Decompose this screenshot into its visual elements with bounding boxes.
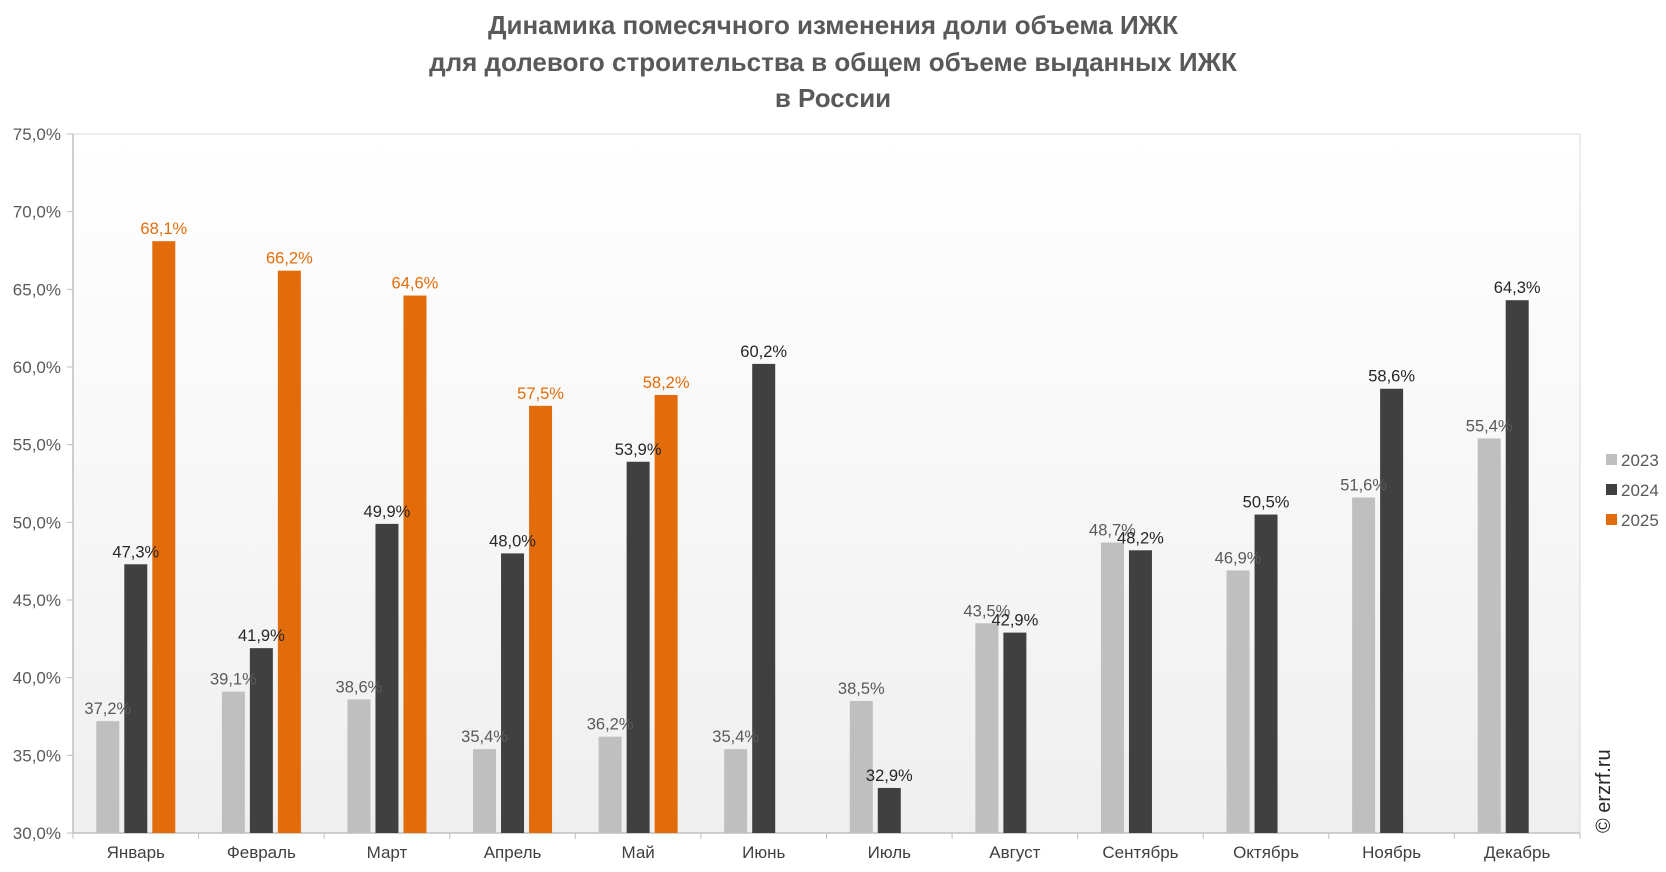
watermark: © erzrf.ru <box>1593 749 1615 833</box>
bar-2024 <box>877 787 901 833</box>
legend: 2023 2024 2025 <box>1606 451 1659 530</box>
bar-2023 <box>473 749 497 833</box>
bar-2023 <box>849 700 873 833</box>
data-label-2023: 35,4% <box>461 728 508 746</box>
y-tick-label: 35,0% <box>13 746 61 765</box>
data-label-2023: 51,6% <box>1340 476 1387 494</box>
bar-2023 <box>1100 542 1124 833</box>
data-label-2025: 68,1% <box>140 220 187 238</box>
legend-swatch-2023 <box>1606 454 1617 465</box>
y-tick-label: 75,0% <box>13 125 61 144</box>
x-tick-label: Февраль <box>227 843 296 862</box>
bar-2023 <box>1352 497 1376 833</box>
data-label-2025: 66,2% <box>266 250 313 268</box>
bar-2025 <box>403 295 427 834</box>
bar-2025 <box>152 241 176 833</box>
legend-label-2024: 2024 <box>1621 481 1659 500</box>
data-label-2023: 35,4% <box>712 728 759 746</box>
bar-2023 <box>347 699 371 833</box>
legend-swatch-2025 <box>1606 514 1617 525</box>
data-label-2023: 39,1% <box>210 671 257 689</box>
x-tick-label: Январь <box>107 843 165 862</box>
x-tick-label: Декабрь <box>1484 843 1550 862</box>
data-label-2024: 50,5% <box>1243 494 1290 512</box>
data-label-2024: 48,0% <box>489 532 536 550</box>
data-label-2025: 58,2% <box>643 374 690 392</box>
bar-2023 <box>724 749 748 833</box>
y-tick-label: 30,0% <box>13 824 61 843</box>
x-tick-label: Сентябрь <box>1102 843 1178 862</box>
data-label-2024: 53,9% <box>615 441 662 459</box>
x-axis: Январь Февраль Март Апрель Май Июнь Июль Август… <box>72 832 1581 862</box>
data-label-2023: 46,9% <box>1215 549 1262 567</box>
data-label-2024: 32,9% <box>866 767 913 785</box>
bar-2024 <box>1380 388 1404 833</box>
data-label-2024: 47,3% <box>112 543 159 561</box>
bar-2024 <box>375 523 399 833</box>
data-label-2024: 48,2% <box>1117 529 1164 547</box>
bar-2023 <box>1477 438 1501 833</box>
legend-label-2023: 2023 <box>1621 451 1659 470</box>
bar-2023 <box>96 721 120 833</box>
x-tick-label: Август <box>989 843 1040 862</box>
data-label-2024: 49,9% <box>364 503 411 521</box>
data-label-2025: 57,5% <box>517 385 564 403</box>
bar-2024 <box>501 553 525 833</box>
bar-2024 <box>1128 550 1152 833</box>
x-tick-label: Июнь <box>742 843 785 862</box>
data-label-2025: 64,6% <box>392 275 439 293</box>
chart-title-line-3: в России <box>775 83 891 113</box>
y-tick-label: 50,0% <box>13 513 61 532</box>
bar-2025 <box>529 405 553 833</box>
bars <box>96 241 1529 834</box>
chart-title-line-2: для долевого строительства в общем объем… <box>429 47 1237 77</box>
data-label-2024: 42,9% <box>991 612 1038 630</box>
data-label-2023: 48,7% <box>1089 522 1136 540</box>
data-label-2023: 37,2% <box>84 700 131 718</box>
bar-2024 <box>1254 514 1278 833</box>
bar-2024 <box>626 461 650 833</box>
data-label-2024: 64,3% <box>1494 279 1541 297</box>
x-tick-label: Март <box>367 843 408 862</box>
x-tick-label: Ноябрь <box>1362 843 1421 862</box>
data-label-2024: 41,9% <box>238 627 285 645</box>
x-tick-label: Октябрь <box>1233 843 1299 862</box>
x-tick-label: Май <box>621 843 654 862</box>
bar-2024 <box>1003 632 1027 833</box>
data-label-2023: 38,5% <box>838 680 885 698</box>
bar-2023 <box>1226 570 1250 833</box>
x-tick-label: Июль <box>868 843 912 862</box>
data-label-2024: 60,2% <box>740 343 787 361</box>
bar-2023 <box>221 691 245 833</box>
y-tick-label: 60,0% <box>13 358 61 377</box>
data-label-2023: 55,4% <box>1466 417 1513 435</box>
bar-2024 <box>752 363 776 833</box>
data-label-2023: 43,5% <box>963 602 1010 620</box>
data-label-2023: 38,6% <box>336 678 383 696</box>
x-tick-label: Апрель <box>484 843 542 862</box>
data-label-2024: 58,6% <box>1368 368 1415 386</box>
bar-2023 <box>598 736 622 833</box>
legend-label-2025: 2025 <box>1621 511 1659 530</box>
bar-2025 <box>654 394 678 833</box>
data-label-2023: 36,2% <box>587 716 634 734</box>
bar-2024 <box>124 564 148 833</box>
bar-2025 <box>277 270 301 833</box>
y-tick-label: 40,0% <box>13 669 61 688</box>
plot-area <box>72 133 1581 834</box>
y-tick-label: 55,0% <box>13 436 61 455</box>
data-labels: 37,2% 47,3% 68,1% 39,1% 41,9% 66,2% 38,6% 49,9%… <box>84 220 1541 785</box>
y-axis: 30,0% 35,0% 40,0% 45,0% 50,0% 55,0% 60,0% 65,0%… <box>13 125 74 843</box>
bar-2023 <box>975 623 999 833</box>
chart-title-line-1: Динамика помесячного изменения доли объе… <box>488 10 1178 40</box>
y-tick-label: 70,0% <box>13 203 61 222</box>
bar-2024 <box>1505 300 1529 833</box>
bar-2024 <box>249 648 273 833</box>
y-tick-label: 45,0% <box>13 591 61 610</box>
y-tick-label: 65,0% <box>13 280 61 299</box>
legend-swatch-2024 <box>1606 484 1617 495</box>
